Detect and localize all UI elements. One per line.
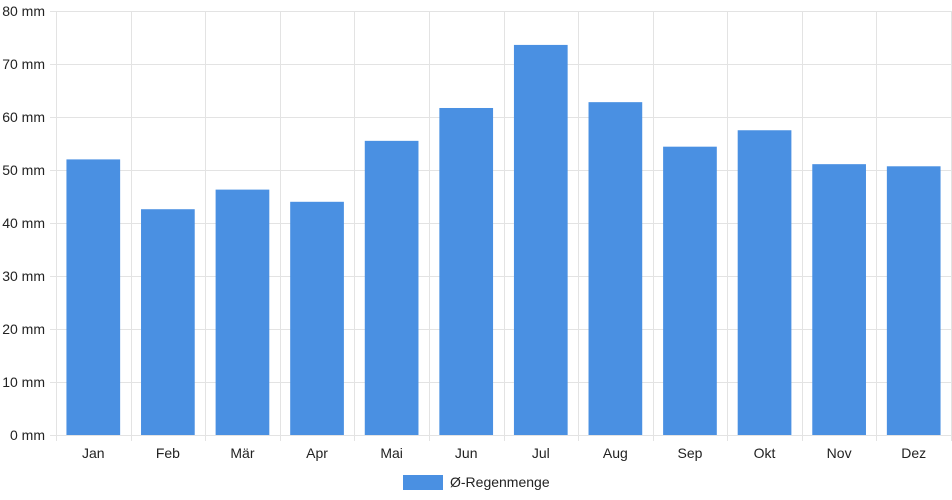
bar-jul[interactable] [513, 44, 568, 436]
x-tick-label: Mai [380, 445, 403, 461]
x-tick-label: Apr [306, 445, 328, 461]
y-tick-label: 50 mm [2, 162, 45, 178]
bar-feb[interactable] [141, 209, 195, 435]
bar-mai[interactable] [364, 140, 419, 435]
bar-jun[interactable] [439, 107, 494, 436]
bar-jan[interactable] [66, 159, 121, 435]
legend-label[interactable]: Ø-Regenmenge [450, 474, 550, 490]
y-tick-label: 40 mm [2, 215, 45, 231]
y-tick-label: 0 mm [10, 427, 45, 443]
x-tick-label: Feb [156, 445, 180, 461]
y-tick-label: 20 mm [2, 321, 45, 337]
x-tick-label: Jun [455, 445, 478, 461]
x-tick-label: Jan [82, 445, 105, 461]
x-tick-label: Nov [827, 445, 852, 461]
y-tick-label: 70 mm [2, 56, 45, 72]
x-tick-label: Mär [230, 445, 254, 461]
bar-sep[interactable] [663, 146, 717, 435]
bar-okt[interactable] [737, 130, 792, 435]
y-tick-label: 30 mm [2, 268, 45, 284]
bar-aug[interactable] [588, 102, 643, 435]
x-tick-label: Sep [677, 445, 702, 461]
x-tick-label: Dez [901, 445, 926, 461]
x-tick-label: Okt [754, 445, 776, 461]
bar-apr[interactable] [290, 201, 344, 435]
y-tick-label: 60 mm [2, 109, 45, 125]
y-tick-label: 10 mm [2, 374, 45, 390]
legend-swatch[interactable] [403, 475, 443, 490]
bar-nov[interactable] [812, 164, 866, 436]
x-axis-ticks: Jan Feb Mär Apr Mai Jun Jul Aug Sep Okt Nov Dez [82, 445, 926, 461]
bar-mär[interactable] [215, 189, 270, 435]
legend[interactable]: Ø-Regenmenge [403, 474, 550, 490]
x-tick-label: Aug [603, 445, 628, 461]
bars-layer [66, 44, 941, 436]
bar-dez[interactable] [886, 166, 941, 436]
y-tick-label: 80 mm [2, 3, 45, 19]
x-tick-label: Jul [532, 445, 550, 461]
y-axis-ticks: 0 mm 10 mm 20 mm 30 mm 40 mm 50 mm 60 mm 70 mm 8… [2, 3, 45, 443]
